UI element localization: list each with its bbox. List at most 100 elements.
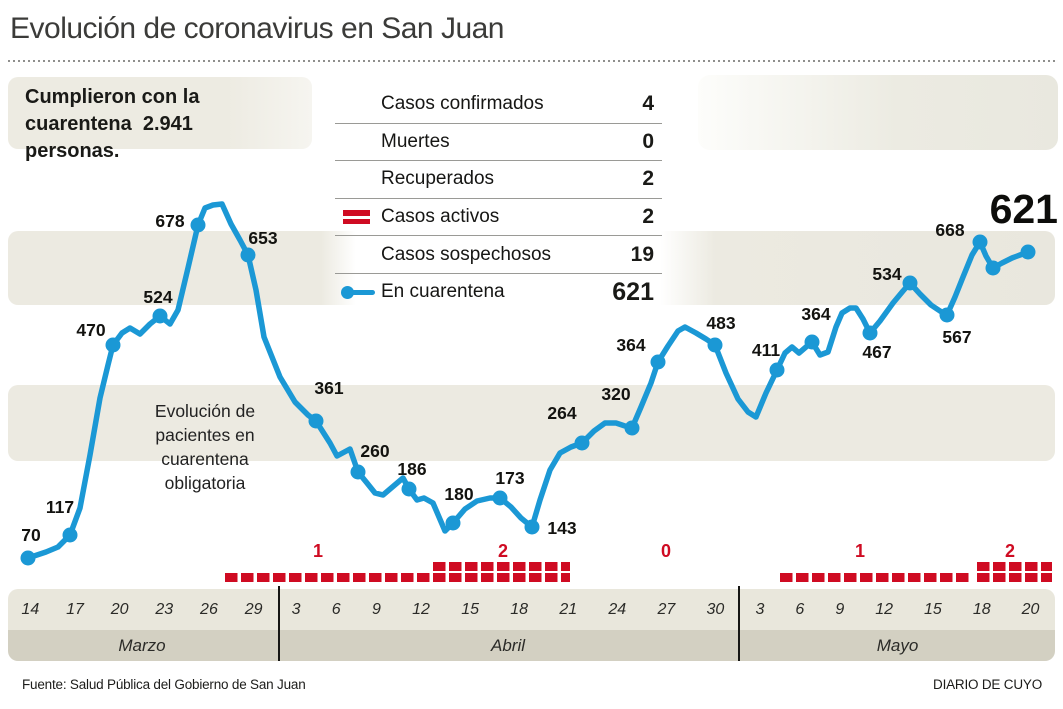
data-point <box>20 550 36 566</box>
date-tick: 15 <box>924 600 942 618</box>
data-point-label: 117 <box>46 497 74 517</box>
date-tick: 15 <box>461 600 479 618</box>
data-point <box>492 490 508 506</box>
month-section-abril: 3 6 9 12 15 18 21 24 27 30 Abril <box>276 589 740 661</box>
stat-value: 2 <box>642 205 654 229</box>
active-cases-count-label: 0 <box>660 541 671 561</box>
stat-row: Casos confirmados 4 <box>335 85 662 123</box>
data-point-label: 470 <box>76 320 105 340</box>
data-point <box>650 354 666 370</box>
quarantine-line-icon <box>335 285 381 299</box>
stat-row: En cuarentena 621 <box>335 272 662 311</box>
active-cases-dashes-icon <box>335 210 381 225</box>
stat-label: Muertes <box>381 130 450 152</box>
active-cases-count-label: 2 <box>497 541 508 561</box>
source-credit: Fuente: Salud Pública del Gobierno de Sa… <box>22 677 306 692</box>
month-label: Abril <box>276 630 740 661</box>
stats-table: Casos confirmados 4 Muertes 0 Recuperados 2 Ca… <box>335 85 662 311</box>
stat-value: 4 <box>642 91 654 115</box>
data-point-label: 567 <box>942 327 971 347</box>
date-tick: 18 <box>510 600 529 618</box>
date-tick: 27 <box>657 600 676 618</box>
month-divider-line <box>738 586 740 661</box>
data-point <box>769 362 785 378</box>
data-point-label: 186 <box>397 459 426 479</box>
date-tick: 23 <box>155 600 174 618</box>
blue-line-dot-icon <box>341 285 375 299</box>
date-tick: 20 <box>110 600 129 618</box>
month-section-marzo: 14 17 20 23 26 29 Marzo <box>8 589 276 661</box>
note-background-box <box>8 77 312 149</box>
stat-label: Casos sospechosos <box>381 243 552 265</box>
stat-label: Casos confirmados <box>381 92 544 114</box>
stat-row: Casos sospechosos 19 <box>335 235 662 273</box>
active-cases-count-label: 1 <box>854 541 865 561</box>
data-point-label: 364 <box>616 335 645 355</box>
active-cases-dash-row <box>977 562 1052 571</box>
data-point-label: 364 <box>801 304 830 324</box>
active-cases-dash-row <box>433 562 570 571</box>
date-tick: 24 <box>608 600 627 618</box>
stat-row: Muertes 0 <box>335 122 662 161</box>
data-point <box>152 308 168 324</box>
data-point <box>707 337 723 353</box>
data-point <box>862 325 878 341</box>
data-point-label: 173 <box>495 468 524 488</box>
stat-value: 0 <box>642 129 654 153</box>
date-axis: 14 17 20 23 26 29 Marzo 3 6 9 12 15 18 21 24 27 30 Abril 3… <box>8 589 1055 661</box>
stat-label: En cuarentena <box>381 281 505 303</box>
date-tick: 9 <box>835 600 845 618</box>
date-tick: 9 <box>371 600 381 618</box>
stat-value: 621 <box>612 277 654 306</box>
publisher-credit: DIARIO DE CUYO <box>933 677 1042 692</box>
data-point <box>350 464 366 480</box>
stat-row: Recuperados 2 <box>335 160 662 198</box>
month-divider-line <box>278 586 280 661</box>
data-point <box>804 334 820 350</box>
data-point <box>445 515 461 531</box>
data-point <box>105 337 121 353</box>
active-cases-dash-row <box>433 573 570 582</box>
stat-row: Casos activos 2 <box>335 197 662 236</box>
date-tick: 26 <box>200 600 218 618</box>
quarantine-compliance-note: Cumplieron con la cuarentena 2.941 perso… <box>25 86 200 162</box>
data-point-label: 180 <box>444 484 473 504</box>
data-point-label: 143 <box>547 518 576 538</box>
active-cases-dash-row <box>225 573 430 582</box>
data-point <box>401 481 417 497</box>
date-tick: 12 <box>412 600 430 618</box>
stat-label: Casos activos <box>381 206 500 228</box>
top-right-background-box <box>698 75 1058 150</box>
red-dashes-icon <box>343 210 370 225</box>
date-tick: 12 <box>875 600 894 618</box>
active-cases-count-label: 2 <box>1004 541 1015 561</box>
date-tick: 29 <box>244 600 263 618</box>
stat-value: 2 <box>642 167 654 191</box>
date-tick: 6 <box>795 600 805 618</box>
date-tick: 3 <box>291 600 301 618</box>
month-label: Marzo <box>8 630 276 661</box>
date-tick: 14 <box>21 600 40 618</box>
dotted-divider <box>8 60 1055 63</box>
date-tick: 17 <box>66 600 84 618</box>
data-point <box>524 519 540 535</box>
month-label: Mayo <box>740 630 1055 661</box>
active-cases-count-label: 1 <box>312 541 323 561</box>
data-point-label: 411 <box>752 340 780 360</box>
page-title: Evolución de coronavirus en San Juan <box>10 12 505 45</box>
date-tick: 20 <box>1021 600 1040 618</box>
active-cases-dash-row <box>780 573 972 582</box>
date-tick: 6 <box>331 600 341 618</box>
data-point-label: 467 <box>862 342 891 362</box>
current-quarantine-value: 621 <box>990 186 1058 232</box>
date-tick: 3 <box>755 600 765 618</box>
data-point <box>939 307 955 323</box>
tick-row: 14 17 20 23 26 29 <box>8 589 276 630</box>
date-tick: 30 <box>706 600 725 618</box>
tick-row: 3 6 9 12 15 18 20 <box>740 589 1055 630</box>
date-tick: 18 <box>972 600 991 618</box>
stat-label: Recuperados <box>381 168 495 190</box>
active-cases-dash-row <box>977 573 1052 582</box>
stat-value: 19 <box>630 242 654 266</box>
background-stripe <box>660 231 1055 305</box>
